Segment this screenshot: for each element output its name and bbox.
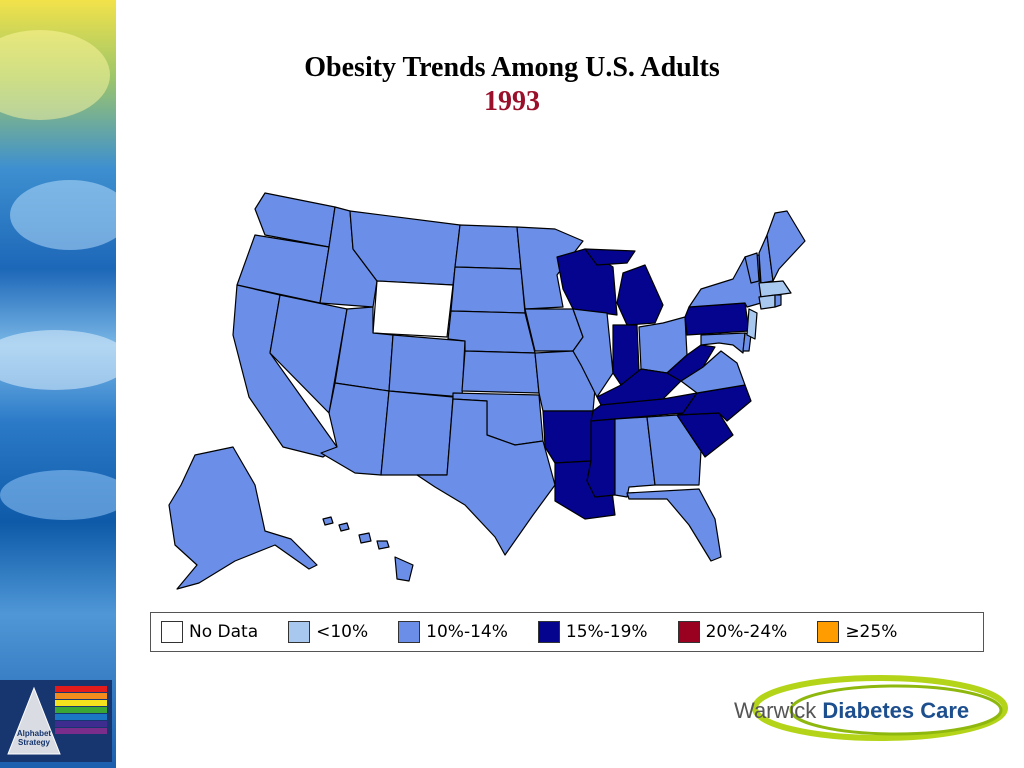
state-pennsylvania[interactable] <box>684 302 750 336</box>
warwick-diabetes-care-logo: Warwick Diabetes Care <box>720 668 1010 748</box>
badge-line1: Alphabet <box>17 729 52 738</box>
page-title: Obesity Trends Among U.S. Adults <box>304 52 720 83</box>
year-label: 1993 <box>484 86 540 117</box>
state-minnesota[interactable] <box>516 226 584 310</box>
state-hawaii[interactable] <box>322 516 414 582</box>
state-colorado[interactable] <box>388 334 466 398</box>
legend-label: 15%-19% <box>565 622 648 642</box>
legend-label: 20%-24% <box>705 622 788 642</box>
state-new-mexico[interactable] <box>380 390 454 476</box>
legend-label: No Data <box>189 622 259 642</box>
state-michigan[interactable] <box>584 248 664 326</box>
state-arkansas[interactable] <box>542 410 594 464</box>
state-west-virginia[interactable] <box>666 344 716 382</box>
state-georgia[interactable] <box>646 414 702 486</box>
brand-word-warwick: Warwick <box>734 698 817 723</box>
legend-swatch <box>817 621 840 643</box>
map-legend: No Data <10% 10%-14% 15%-19% 20%-24% ≥25% <box>150 612 984 652</box>
legend-item: 10%-14% <box>398 621 508 643</box>
brand-word-diabetes-care: Diabetes Care <box>822 698 970 723</box>
decorative-side-strip: Alphabet Strategy <box>0 0 116 768</box>
legend-label: ≥25% <box>845 622 898 642</box>
state-connecticut[interactable] <box>758 294 776 310</box>
legend-label: 10%-14% <box>426 622 508 642</box>
title-block: Obesity Trends Among U.S. Adults 1993 <box>0 52 1024 118</box>
badge-line2: Strategy <box>18 738 51 747</box>
state-wyoming[interactable] <box>372 280 454 338</box>
legend-item: 20%-24% <box>677 621 788 643</box>
alphabet-strategy-badge: Alphabet Strategy <box>0 680 112 762</box>
state-mississippi[interactable] <box>586 418 616 498</box>
state-new-jersey[interactable] <box>746 308 758 340</box>
legend-label: <10% <box>316 622 369 642</box>
us-obesity-map <box>115 185 815 605</box>
legend-swatch <box>537 621 560 643</box>
state-north-dakota[interactable] <box>454 224 522 270</box>
state-washington[interactable] <box>254 192 336 248</box>
legend-item: <10% <box>288 621 368 643</box>
state-iowa[interactable] <box>524 308 584 352</box>
state-massachusetts[interactable] <box>758 280 792 298</box>
legend-item: 15%-19% <box>537 621 648 643</box>
legend-item: No Data <box>161 621 258 643</box>
legend-swatch <box>398 621 421 643</box>
state-rhode-island[interactable] <box>774 294 782 308</box>
state-florida[interactable] <box>626 488 722 562</box>
state-south-dakota[interactable] <box>450 266 526 314</box>
state-illinois[interactable] <box>572 308 614 398</box>
legend-swatch <box>677 621 700 643</box>
legend-swatch <box>161 621 183 643</box>
state-kansas[interactable] <box>461 350 540 394</box>
state-alaska[interactable] <box>168 446 318 590</box>
legend-swatch <box>288 621 311 643</box>
state-texas[interactable] <box>416 398 556 556</box>
legend-item: ≥25% <box>817 621 897 643</box>
state-maine[interactable] <box>766 210 806 282</box>
state-vermont[interactable] <box>744 252 760 284</box>
